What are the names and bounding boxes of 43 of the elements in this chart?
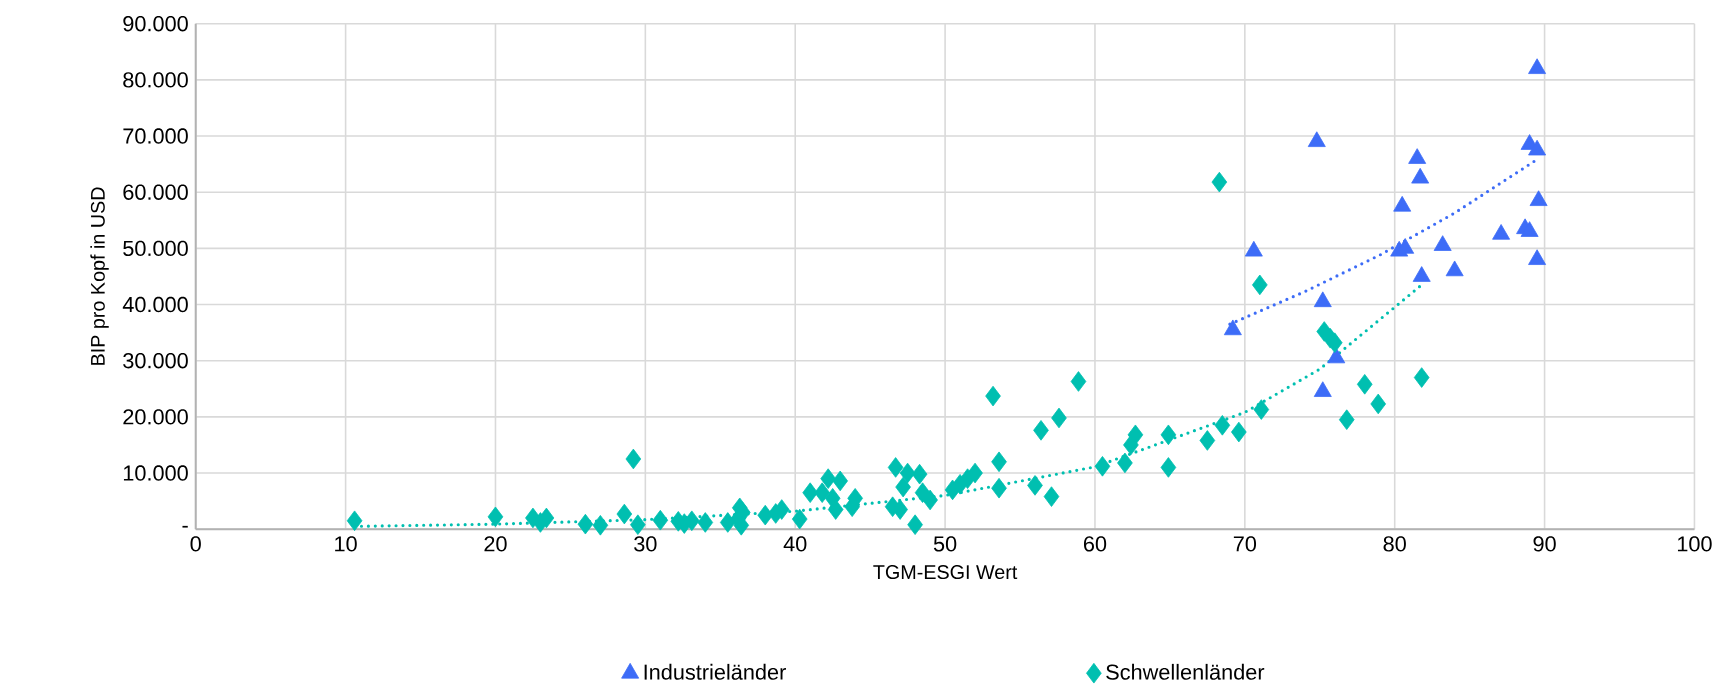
point: [1313, 291, 1332, 308]
x-tick-label: 0: [190, 536, 201, 552]
x-tick-label: 70: [1233, 536, 1257, 552]
x-tick-label: 20: [484, 536, 507, 552]
x-tick-label: 40: [783, 536, 807, 552]
point: [1520, 221, 1539, 237]
legend-label: Schwellenländer: [1106, 663, 1265, 680]
point: [1223, 319, 1242, 336]
x-tick-label: 30: [634, 536, 657, 552]
point: [1529, 190, 1548, 206]
point: [1327, 347, 1346, 364]
y-tick-label: 60.000: [123, 184, 188, 200]
y-tick-label: 90.000: [123, 15, 188, 32]
point: [1492, 223, 1511, 240]
x-tick-label: 90: [1533, 536, 1556, 552]
y-tick-label: 10.000: [123, 465, 188, 481]
point: [1313, 381, 1332, 397]
point: [1412, 266, 1431, 282]
x-tick-label: 60: [1083, 536, 1107, 552]
y-tick-label: 70.000: [123, 128, 188, 144]
x-tick-label: 50: [933, 536, 957, 552]
y-tick-label: 50.000: [123, 240, 188, 256]
y-tick-label: -: [182, 525, 188, 528]
y-tick-label: 40.000: [122, 296, 188, 313]
x-tick-label: 100: [1677, 536, 1712, 552]
point: [1528, 249, 1547, 265]
point: [1393, 195, 1412, 212]
point: [1445, 260, 1464, 277]
x-axis-title: TGM-ESGI Wert: [873, 565, 1018, 580]
x-tick-label: 10: [335, 536, 357, 552]
point: [1244, 240, 1263, 257]
y-tick-label: 80.000: [123, 72, 188, 88]
point: [1307, 131, 1326, 147]
x-tick-label: 80: [1383, 536, 1406, 552]
point: [1411, 167, 1430, 184]
point: [1528, 58, 1547, 74]
y-axis-title: BIP pro Kopf in USD: [90, 187, 109, 365]
point: [1528, 139, 1547, 156]
point: [1408, 148, 1427, 164]
y-tick-label: 30.000: [123, 352, 188, 369]
legend-label: Industrieländer: [644, 663, 786, 680]
point: [1433, 235, 1452, 251]
y-tick-label: 20.000: [123, 409, 188, 425]
